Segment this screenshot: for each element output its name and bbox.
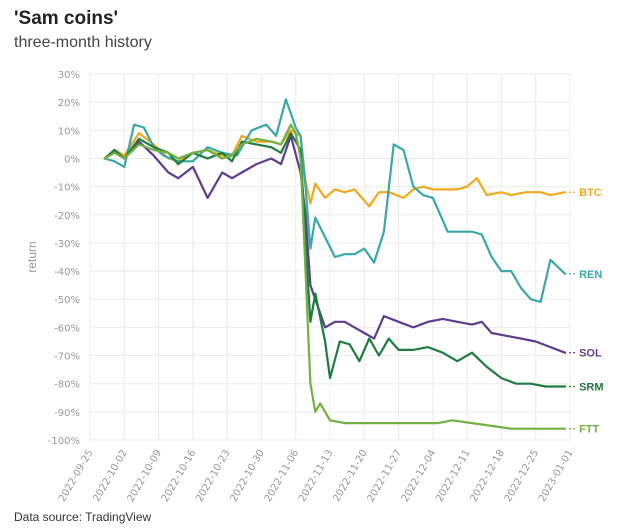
y-tick-label: -30% [54, 239, 80, 250]
series-label-btc: BTC [579, 187, 602, 199]
x-tick-label: 2023-01-01 [537, 448, 576, 504]
y-tick-label: -20% [54, 211, 80, 222]
series-line-ren [103, 98, 567, 304]
y-tick-label: -70% [54, 352, 80, 363]
series-label-ren: REN [579, 269, 602, 281]
x-tick-label: 2022-12-04 [400, 448, 439, 504]
x-tick-label: 2022-09-25 [57, 448, 96, 504]
x-tick-label: 2022-12-18 [468, 448, 507, 504]
y-tick-label: -80% [54, 380, 80, 391]
y-tick-label: -40% [54, 267, 80, 278]
series-line-ftt [103, 123, 567, 430]
series-label-ftt: FTT [579, 424, 599, 436]
chart-subtitle: three-month history [14, 34, 152, 51]
y-tick-label: 20% [58, 98, 80, 109]
y-tick-label: 10% [58, 126, 80, 137]
y-tick-label: -50% [54, 295, 80, 306]
x-tick-label: 2022-11-06 [263, 448, 302, 504]
y-tick-label: -10% [54, 183, 80, 194]
x-tick-label: 2022-12-25 [503, 448, 542, 504]
y-tick-label: 0% [64, 154, 80, 165]
x-tick-label: 2022-10-16 [160, 448, 199, 504]
y-tick-label: -100% [48, 436, 80, 447]
grid-lines [89, 73, 571, 441]
series-label-sol: SOL [579, 348, 602, 360]
x-tick-label: 2022-10-09 [126, 448, 165, 504]
y-axis-label: return [25, 241, 39, 272]
series-line-sol [103, 134, 567, 354]
y-tick-label: -90% [54, 408, 80, 419]
x-tick-label: 2022-10-23 [194, 448, 233, 504]
x-tick-label: 2022-12-11 [434, 448, 473, 504]
series-line-btc [103, 129, 567, 208]
series-line-srm [103, 132, 567, 388]
y-tick-label: -60% [54, 323, 80, 334]
x-tick-label: 2022-11-20 [331, 448, 370, 504]
series-label-srm: SRM [579, 382, 603, 394]
x-tick-label: 2022-11-27 [366, 448, 405, 504]
y-tick-label: 30% [58, 70, 80, 81]
x-tick-label: 2022-11-13 [297, 448, 336, 504]
x-tick-label: 2022-10-02 [91, 448, 130, 504]
series-lines [103, 98, 567, 430]
series-labels: BTC REN SOL SRM FTT [569, 187, 604, 436]
chart-title: 'Sam coins' [14, 8, 119, 29]
x-tick-label: 2022-10-30 [228, 448, 267, 504]
data-source: Data source: TradingView [14, 510, 152, 524]
